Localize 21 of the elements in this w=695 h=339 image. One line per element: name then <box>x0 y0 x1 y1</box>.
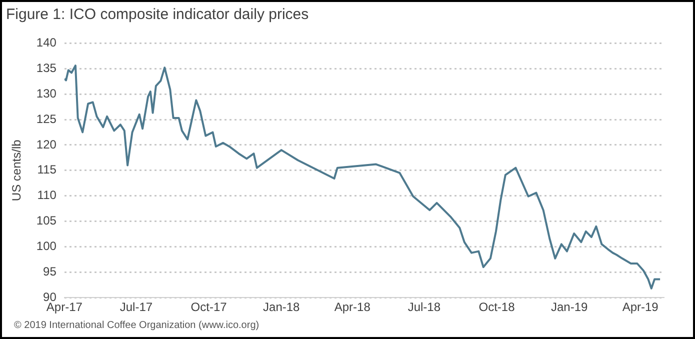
x-tick-label: Jan-19 <box>550 300 588 314</box>
y-tick-label: 140 <box>36 36 57 50</box>
y-tick-label: 125 <box>36 112 57 126</box>
y-tick-label: 130 <box>36 86 57 100</box>
x-tick-label: Jul-17 <box>120 300 153 314</box>
y-tick-label: 110 <box>37 188 57 202</box>
y-tick-label: 95 <box>43 264 57 278</box>
x-tick-label: Apr-19 <box>622 300 659 314</box>
y-tick-label: 115 <box>37 162 57 177</box>
text: © 2019 International Coffee Organization (www.ico.org) <box>14 320 260 331</box>
y-axis-title: US cents/lb <box>10 139 24 202</box>
x-tick-label: Jul-18 <box>408 300 441 314</box>
x-tick-label: Oct-18 <box>478 300 516 314</box>
x-tick-label: Apr-18 <box>334 300 371 314</box>
chart-title: Figure 1: ICO composite indicator daily prices <box>6 6 309 23</box>
y-tick-label: 135 <box>36 60 57 75</box>
x-tick-label: Oct-17 <box>190 300 228 314</box>
y-tick-label: 105 <box>36 214 57 228</box>
x-tick-label: Jan-18 <box>263 300 300 314</box>
y-tick-label: 100 <box>36 239 57 254</box>
y-tick-label: 120 <box>36 137 57 152</box>
